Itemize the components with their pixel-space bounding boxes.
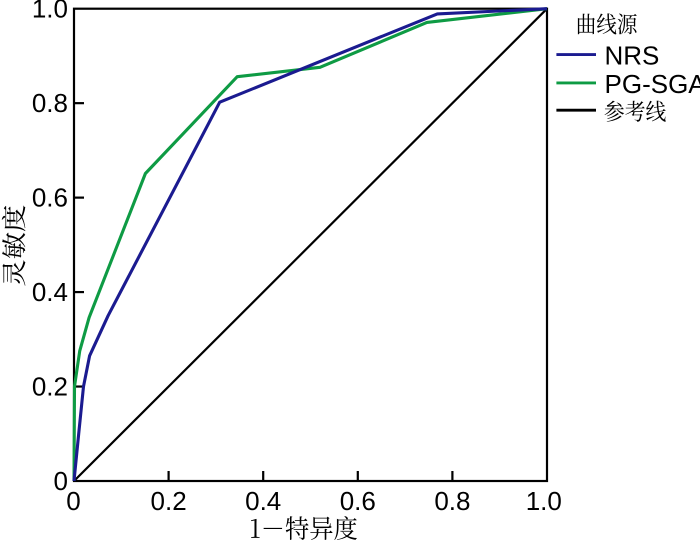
svg-text:0: 0 [66,486,80,516]
svg-text:0.8: 0.8 [32,88,68,118]
svg-text:PG-SGA: PG-SGA [605,69,700,99]
svg-text:NRS: NRS [605,41,660,71]
svg-text:0.2: 0.2 [151,486,187,516]
svg-text:0.6: 0.6 [32,183,68,213]
svg-text:0.8: 0.8 [434,486,470,516]
svg-text:0.4: 0.4 [32,277,68,307]
svg-text:0.4: 0.4 [245,486,281,516]
svg-text:1.0: 1.0 [32,0,68,24]
svg-text:0.6: 0.6 [340,486,376,516]
svg-text:1.0: 1.0 [526,486,562,516]
svg-text:0.2: 0.2 [32,372,68,402]
